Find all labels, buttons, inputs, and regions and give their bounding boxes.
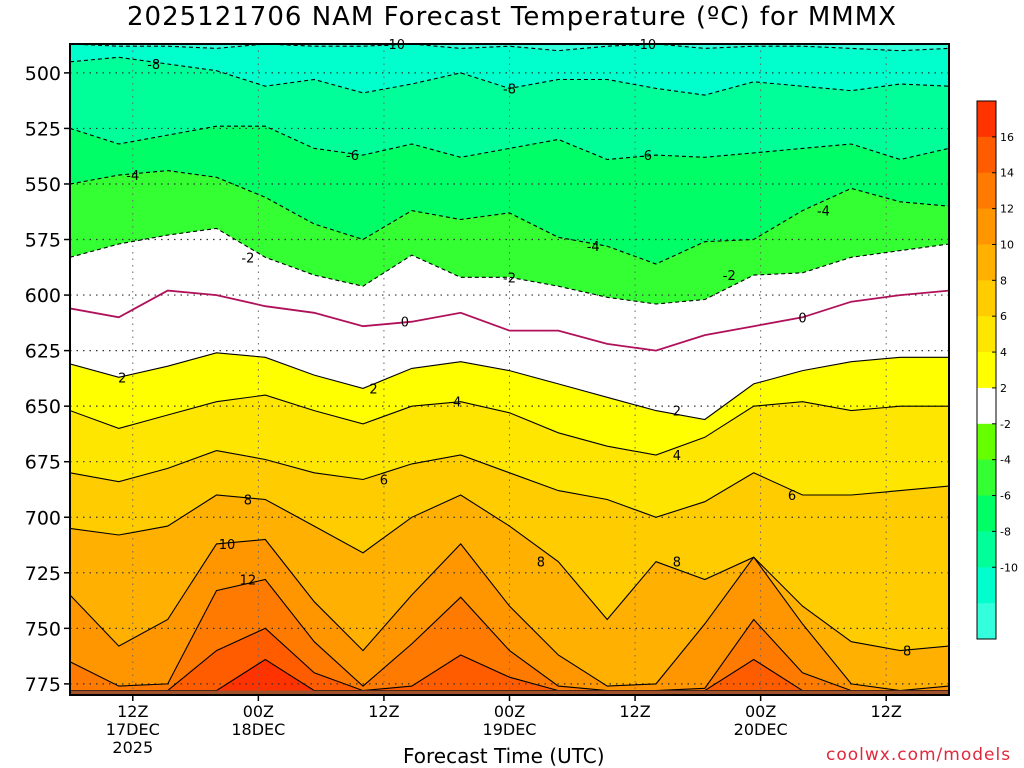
isotherm-label: 12	[240, 573, 257, 588]
isotherm-label: 6	[788, 489, 796, 504]
isotherm-label: 0	[401, 316, 409, 331]
x-tick-label: 12Z	[619, 702, 650, 721]
isotherm-line	[70, 289, 949, 352]
isotherm-line	[70, 125, 949, 161]
isotherm-line	[70, 578, 949, 692]
y-tick-label: 775	[25, 674, 61, 696]
isotherm-label: 8	[537, 556, 545, 571]
isotherm-label: 10	[219, 538, 236, 553]
colorbar-band	[977, 352, 996, 389]
isotherm-label: -6	[639, 149, 652, 164]
y-tick-label: 500	[25, 63, 61, 85]
isotherm-label: 2	[118, 371, 126, 386]
colorbar-band	[977, 423, 996, 461]
x-tick-label: 12Z	[117, 702, 148, 721]
isotherm-label: -6	[346, 149, 359, 164]
y-tick-label: 700	[25, 507, 61, 529]
isotherm-line	[70, 538, 949, 692]
colorbar-label: 4	[1000, 346, 1007, 359]
colorbar-label: 8	[1000, 274, 1007, 287]
chart-title: 2025121706 NAM Forecast Temperature (ºC)…	[127, 2, 897, 32]
isotherm-line	[70, 352, 949, 421]
isotherm-line	[70, 56, 949, 96]
colorbar-label: -6	[1000, 490, 1011, 503]
colorbar-band	[977, 280, 996, 317]
isotherm-label: -4	[587, 240, 600, 255]
isotherm-label: -8	[147, 58, 160, 73]
y-tick-label: 525	[25, 118, 61, 140]
credit-link[interactable]: coolwx.com/models	[826, 745, 1012, 765]
colorbar-band	[977, 208, 996, 245]
isotherm-label: 8	[244, 493, 252, 508]
x-tick-label: 17DEC	[106, 720, 160, 739]
isotherm-label: -10	[635, 38, 656, 53]
isotherm-label: -2	[241, 251, 254, 266]
isotherm-label: -4	[126, 169, 139, 184]
isotherm-label: 8	[903, 645, 911, 660]
colorbar-band	[977, 172, 996, 210]
x-tick-label: 00Z	[745, 702, 776, 721]
colorbar-band	[977, 603, 996, 640]
isotherm-label: 2	[673, 405, 681, 420]
isotherm-label: 6	[380, 473, 388, 488]
colorbar-label: -8	[1000, 525, 1011, 538]
y-tick-label: 550	[25, 174, 61, 196]
x-tick-label: 12Z	[871, 702, 902, 721]
colorbar-label: 2	[1000, 382, 1007, 395]
x-tick-label: 18DEC	[231, 720, 285, 739]
colorbar-label: -10	[1000, 561, 1018, 574]
colorbar-band	[977, 531, 996, 568]
isotherm-line	[70, 494, 949, 652]
colorbar-band	[977, 136, 996, 174]
x-tick-label: 00Z	[494, 702, 525, 721]
colorbar-label: 10	[1000, 238, 1014, 251]
x-tick-label: 19DEC	[483, 720, 537, 739]
y-tick-label: 600	[25, 285, 61, 307]
x-tick-label: 12Z	[368, 702, 399, 721]
colorbar-label: 14	[1000, 167, 1014, 180]
y-tick-label: 625	[25, 341, 61, 363]
ground-surface	[70, 690, 949, 695]
y-tick-label: 675	[25, 452, 61, 474]
y-tick-label: 575	[25, 230, 61, 252]
colorbar-band	[977, 244, 996, 281]
isotherm-label: 2	[369, 382, 377, 397]
temperature-band	[70, 659, 949, 695]
colorbar-label: 12	[1000, 203, 1014, 216]
y-tick-label: 725	[25, 563, 61, 585]
x-tick-label: 2025	[112, 738, 153, 757]
isotherm-line	[70, 170, 949, 265]
x-axis-label: Forecast Time (UTC)	[403, 744, 605, 768]
isotherm-label: 4	[453, 396, 461, 411]
colorbar-band	[977, 387, 996, 425]
isotherm-label: 0	[798, 311, 806, 326]
colorbar-frame	[976, 100, 997, 640]
isotherm-line	[70, 450, 949, 518]
x-tick-label: 20DEC	[734, 720, 788, 739]
colorbar-band	[977, 316, 996, 353]
colorbar-band	[977, 495, 996, 532]
isotherm-label: -2	[503, 271, 516, 286]
colorbar-band	[977, 101, 996, 138]
isotherm-line	[70, 394, 949, 456]
isotherm-label: 4	[673, 449, 681, 464]
isotherm-label: 8	[673, 556, 681, 571]
isotherm-label: -8	[503, 82, 516, 97]
isotherm-label: -10	[384, 38, 405, 53]
colorbar-band	[977, 567, 996, 604]
isotherm-label: -4	[817, 205, 830, 220]
y-tick-label: 750	[25, 618, 61, 640]
isotherm-line	[70, 227, 949, 305]
y-tick-label: 650	[25, 396, 61, 418]
colorbar-band	[977, 459, 996, 497]
colorbar-label: 6	[1000, 310, 1007, 323]
colorbar-label: -4	[1000, 454, 1011, 467]
colorbar-label: -2	[1000, 418, 1011, 431]
x-tick-label: 00Z	[243, 702, 274, 721]
colorbar-label: 16	[1000, 131, 1014, 144]
isotherm-label: -2	[723, 269, 736, 284]
